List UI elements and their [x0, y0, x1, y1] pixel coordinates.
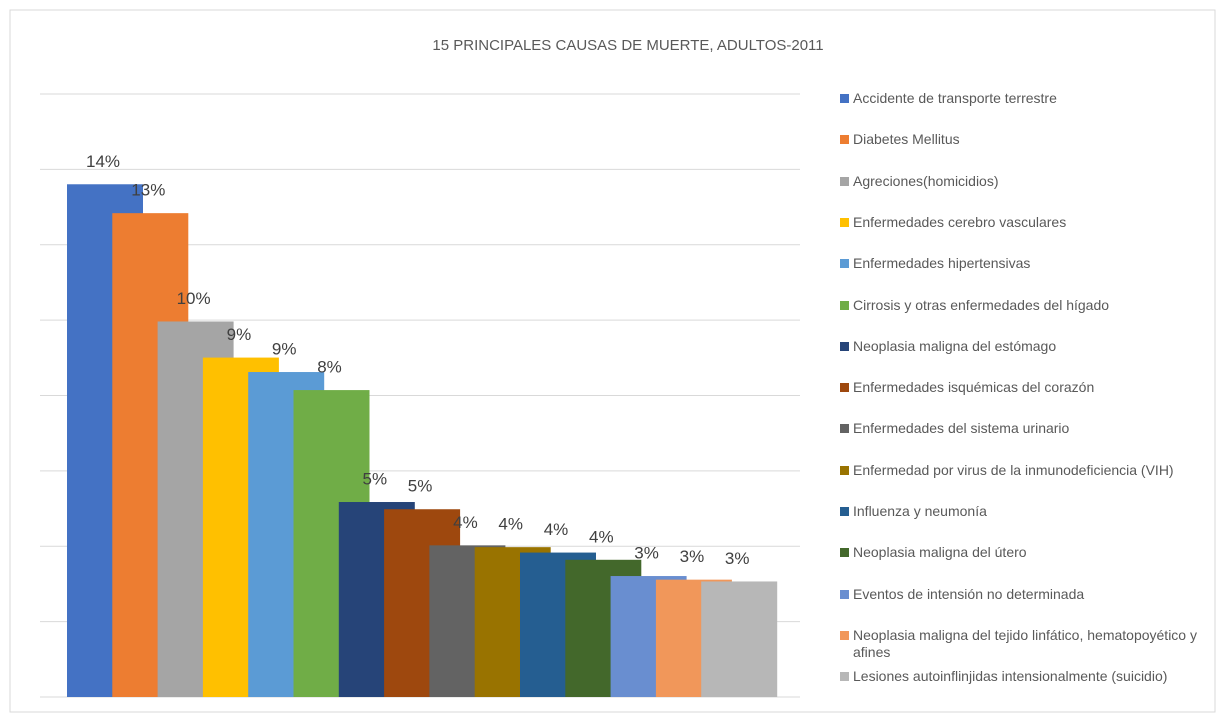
data-label: 8%: [317, 358, 342, 377]
legend-item: Cirrosis y otras enfermedades del hígado: [840, 297, 1210, 314]
legend-label: Neoplasia maligna del estómago: [853, 337, 1057, 354]
data-label: 3%: [680, 547, 705, 566]
data-label: 4%: [544, 520, 569, 539]
data-label: 4%: [589, 527, 614, 546]
legend-swatch: [840, 672, 849, 682]
data-label: 5%: [408, 477, 433, 496]
legend-label: Cirrosis y otras enfermedades del hígado: [853, 296, 1110, 313]
legend-label: Lesiones autoinflinjidas intensionalment…: [853, 668, 1168, 685]
legend-item: Enfermedades hipertensivas: [840, 255, 1210, 272]
legend-item: Lesiones autoinflinjidas intensionalment…: [840, 668, 1210, 685]
legend-item: Neoplasia maligna del útero: [840, 544, 1210, 561]
bar: [701, 581, 778, 697]
legend-swatch: [840, 217, 849, 227]
legend-swatch: [840, 548, 849, 558]
data-label: 3%: [634, 544, 659, 563]
legend-label: Enfermedades hipertensivas: [853, 255, 1031, 272]
legend-swatch: [840, 300, 849, 310]
chart-title: 15 PRINCIPALES CAUSAS DE MUERTE, ADULTOS…: [432, 37, 823, 54]
legend-label: Influenza y neumonía: [853, 503, 987, 519]
legend-label: Neoplasia maligna del tejido linfático, …: [853, 626, 1197, 660]
legend-swatch: [840, 94, 849, 103]
legend-label: Diabetes Mellitus: [853, 131, 960, 148]
legend-item: Enfermedades cerebro vasculares: [840, 214, 1210, 231]
legend-swatch: [840, 341, 849, 351]
legend-swatch: [840, 135, 849, 145]
data-label: 4%: [498, 515, 523, 534]
legend-label: Enfermedades del sistema urinario: [853, 420, 1070, 437]
legend-item: Enfermedades isquémicas del corazón: [840, 379, 1210, 396]
legend-label: Eventos de intensión no determinada: [853, 585, 1085, 602]
legend-label: Enfermedades cerebro vasculares: [853, 213, 1067, 230]
legend-swatch: [840, 630, 849, 640]
data-label: 14%: [86, 152, 120, 171]
legend-item: Agreciones(homicidios): [840, 173, 1210, 190]
legend-swatch: [840, 507, 849, 516]
legend-label: Neoplasia maligna del útero: [853, 544, 1027, 561]
legend-item: Enfermedades del sistema urinario: [840, 420, 1210, 437]
data-label: 4%: [453, 513, 478, 532]
legend-item: Neoplasia maligna del tejido linfático, …: [840, 627, 1210, 661]
legend-swatch: [840, 424, 849, 434]
legend-swatch: [840, 176, 849, 186]
legend-label: Agreciones(homicidios): [853, 172, 999, 189]
legend-swatch: [840, 589, 849, 599]
legend-label: Enfermedad por virus de la inmunodeficie…: [853, 461, 1174, 478]
data-label: 9%: [227, 325, 252, 344]
data-label: 3%: [725, 549, 750, 568]
legend-item: Neoplasia maligna del estómago: [840, 338, 1210, 355]
data-label: 10%: [177, 289, 211, 308]
legend-item: Diabetes Mellitus: [840, 131, 1210, 148]
legend-swatch: [840, 383, 849, 393]
legend-swatch: [840, 465, 849, 475]
data-label: 9%: [272, 340, 297, 359]
legend-item: Eventos de intensión no determinada: [840, 586, 1210, 603]
legend-label: Enfermedades isquémicas del corazón: [853, 379, 1095, 396]
legend-item: Influenza y neumonía: [840, 503, 1210, 520]
legend-swatch: [840, 259, 849, 269]
data-label: 5%: [363, 470, 388, 489]
legend-item: Accidente de transporte terrestre: [840, 90, 1210, 107]
data-label: 13%: [131, 181, 165, 200]
legend-label: Accidente de transporte terrestre: [853, 90, 1057, 106]
legend-item: Enfermedad por virus de la inmunodeficie…: [840, 462, 1210, 479]
